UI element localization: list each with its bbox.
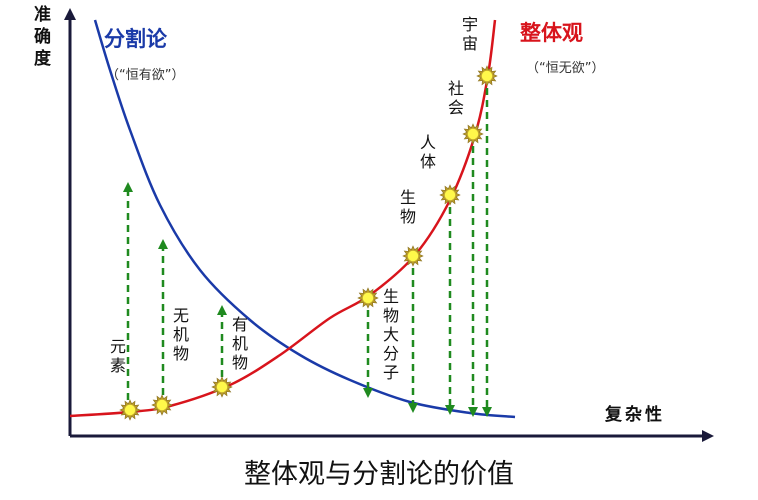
- sun-marker-icon: [402, 245, 424, 267]
- accuracy-arrows: [123, 88, 492, 417]
- sun-marker-icon: [439, 184, 461, 206]
- left-curve-title: 分割论: [104, 27, 168, 51]
- marker-stars: [119, 65, 498, 421]
- svg-text:准确度: 准确度: [34, 5, 52, 69]
- sun-marker-icon: [151, 394, 173, 416]
- sun-marker-icon: [357, 287, 379, 309]
- sun-marker-icon: [476, 65, 498, 87]
- right-curve-title: 整体观: [520, 21, 583, 45]
- fragmentation-curve: [93, 19, 516, 419]
- y-axis-label: 准确度: [34, 5, 52, 69]
- marker-label: 社会: [448, 79, 464, 117]
- sun-marker-icon: [462, 123, 484, 145]
- marker-label: 元素: [110, 337, 126, 375]
- left-curve-subtitle: （“恒有欲”）: [106, 67, 184, 83]
- x-axis-label: 复杂性: [604, 404, 665, 425]
- marker-label: 有机物: [232, 315, 248, 372]
- marker-label: 宇宙: [462, 15, 478, 53]
- marker-label: 生物大分子: [383, 287, 399, 382]
- footer-title: 整体观与分割论的价值: [244, 459, 514, 490]
- marker-label: 无机物: [173, 306, 189, 363]
- sun-marker-icon: [211, 376, 233, 398]
- right-curve-subtitle: （“恒无欲”）: [526, 60, 604, 76]
- marker-label: 生物: [400, 188, 416, 226]
- sun-marker-icon: [119, 399, 141, 421]
- marker-label: 人体: [420, 133, 436, 171]
